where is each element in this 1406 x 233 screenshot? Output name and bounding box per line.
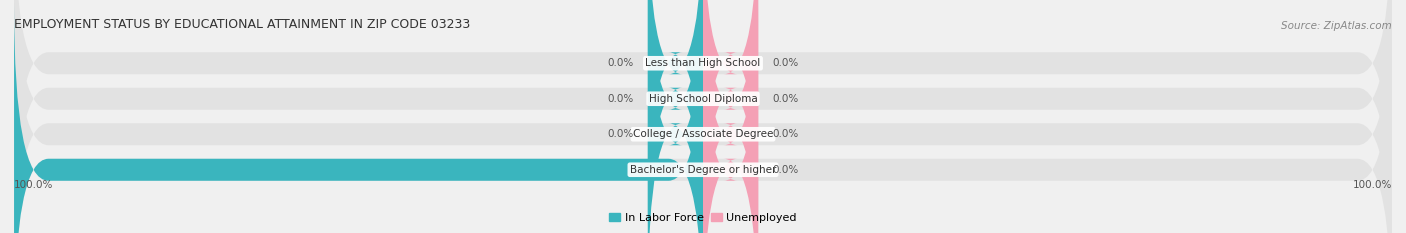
Text: Less than High School: Less than High School: [645, 58, 761, 68]
Text: 100.0%: 100.0%: [1353, 180, 1392, 190]
FancyBboxPatch shape: [648, 0, 703, 233]
FancyBboxPatch shape: [14, 0, 1392, 230]
Text: 0.0%: 0.0%: [607, 58, 634, 68]
Text: Bachelor's Degree or higher: Bachelor's Degree or higher: [630, 165, 776, 175]
FancyBboxPatch shape: [703, 0, 758, 233]
FancyBboxPatch shape: [14, 3, 703, 233]
Text: 0.0%: 0.0%: [772, 165, 799, 175]
Text: 0.0%: 0.0%: [607, 94, 634, 104]
FancyBboxPatch shape: [14, 3, 1392, 233]
FancyBboxPatch shape: [703, 0, 758, 230]
Text: 0.0%: 0.0%: [607, 129, 634, 139]
Text: College / Associate Degree: College / Associate Degree: [633, 129, 773, 139]
Text: High School Diploma: High School Diploma: [648, 94, 758, 104]
FancyBboxPatch shape: [648, 0, 703, 230]
FancyBboxPatch shape: [703, 3, 758, 233]
Text: Source: ZipAtlas.com: Source: ZipAtlas.com: [1281, 21, 1392, 31]
FancyBboxPatch shape: [703, 0, 758, 233]
Text: 0.0%: 0.0%: [772, 129, 799, 139]
Text: EMPLOYMENT STATUS BY EDUCATIONAL ATTAINMENT IN ZIP CODE 03233: EMPLOYMENT STATUS BY EDUCATIONAL ATTAINM…: [14, 18, 471, 31]
Text: 0.0%: 0.0%: [772, 94, 799, 104]
Text: 0.0%: 0.0%: [772, 58, 799, 68]
Text: 100.0%: 100.0%: [14, 180, 53, 190]
Legend: In Labor Force, Unemployed: In Labor Force, Unemployed: [605, 208, 801, 227]
FancyBboxPatch shape: [648, 0, 703, 233]
FancyBboxPatch shape: [14, 0, 1392, 233]
FancyBboxPatch shape: [14, 0, 1392, 233]
